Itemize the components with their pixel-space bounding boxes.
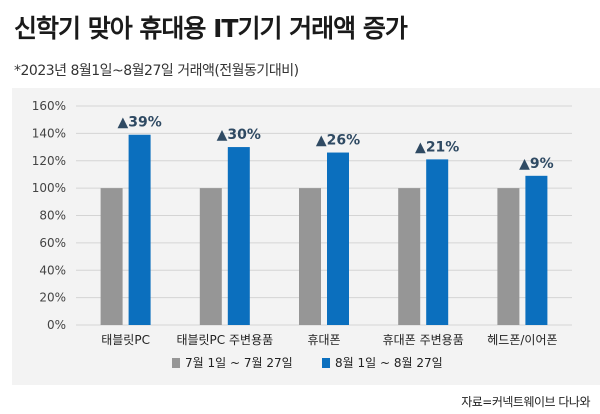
y-tick-label: 100% [32,181,66,195]
bar-august [327,152,349,325]
bar-july [100,188,123,325]
bar-august [227,147,250,325]
y-tick-label: 160% [32,99,66,113]
change-annotation: ▲26% [316,133,360,149]
bar-july [497,188,520,325]
chart-panel: 0% 20% 40% 60% 80% 100% 120% 140% 160% ▲39% 태블릿PC ▲… [12,88,600,385]
change-annotation: ▲39% [117,115,161,131]
legend-swatch [172,358,180,368]
y-tick-label: 120% [32,154,66,168]
bar-july [299,188,321,325]
change-annotation: ▲30% [217,127,261,143]
legend-swatch [322,358,330,368]
change-annotation: ▲9% [519,156,554,172]
x-tick-label: 휴대폰 [307,333,340,347]
x-tick-label: 헤드폰/이어폰 [487,333,557,347]
x-tick-label: 태블릿PC [101,333,150,347]
legend-label: 7월 1일 ~ 7월 27일 [185,356,293,370]
legend-label: 8월 1일 ~ 8월 27일 [335,356,443,370]
source-credit: 자료=커넥트웨이브 다나와 [461,395,590,409]
page-subtitle: *2023년 8월1일~8월27일 거래액(전월동기대비) [14,63,299,79]
x-tick-label: 휴대폰 주변용품 [383,333,464,347]
bar-july [398,188,421,325]
y-tick-label: 140% [32,126,66,140]
bar-august [128,134,151,325]
bar-august [525,175,548,325]
bar-august [426,159,449,325]
change-annotation: ▲21% [415,139,459,155]
y-tick-label: 60% [39,236,66,250]
y-tick-label: 40% [39,263,66,277]
bar-july [199,188,222,325]
y-tick-label: 80% [39,209,66,223]
page-title: 신학기 맞아 휴대용 IT기기 거래액 증가 [14,14,408,43]
y-tick-label: 0% [47,318,66,332]
x-tick-label: 태블릿PC 주변용품 [176,333,273,347]
bar-chart: 0% 20% 40% 60% 80% 100% 120% 140% 160% ▲39% 태블릿PC ▲… [32,99,572,370]
y-tick-label: 20% [39,291,66,305]
